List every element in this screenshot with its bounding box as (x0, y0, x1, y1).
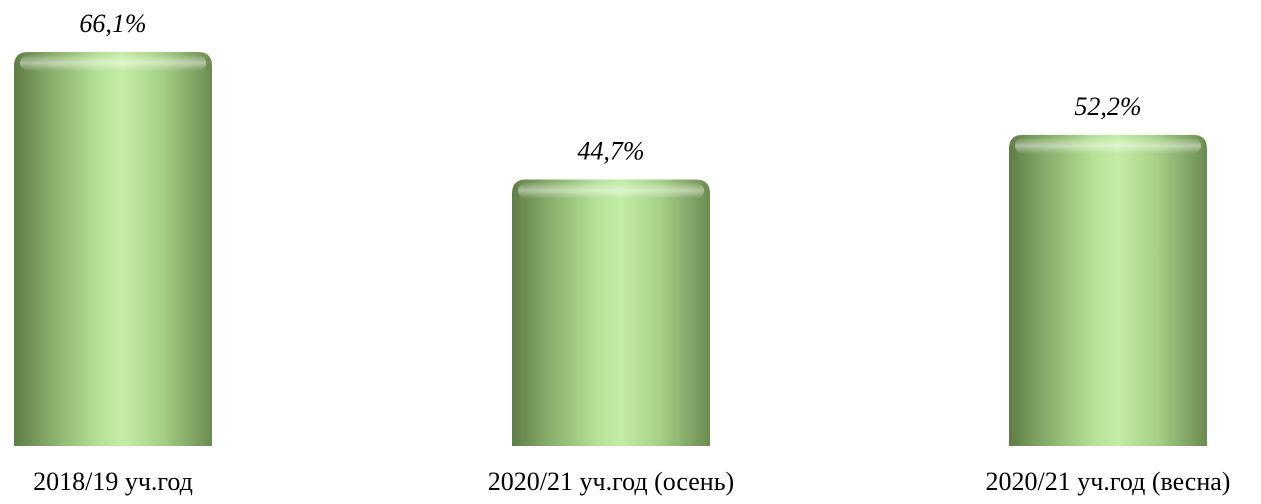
value-label-3: 52,2% (1074, 92, 1141, 121)
value-label-1: 66,1% (79, 9, 146, 38)
bar-3 (1009, 134, 1207, 446)
category-labels-group: 2018/19 уч.год 2020/21 уч.год (осень) 2020… (33, 467, 1230, 496)
category-label-2: 2020/21 уч.год (осень) (488, 467, 734, 496)
bars-group (14, 52, 1207, 447)
value-labels-group: 66,1% 44,7% 52,2% (79, 9, 1141, 166)
category-label-1: 2018/19 уч.год (33, 467, 193, 496)
bar-1 (14, 52, 212, 446)
category-label-3: 2020/21 уч.год (весна) (986, 467, 1231, 496)
bar-highlight-1 (20, 55, 206, 71)
bar-highlight-3 (1015, 137, 1201, 154)
bar-2 (512, 179, 710, 447)
bar-highlight-2 (518, 182, 704, 199)
value-label-2: 44,7% (577, 137, 644, 166)
